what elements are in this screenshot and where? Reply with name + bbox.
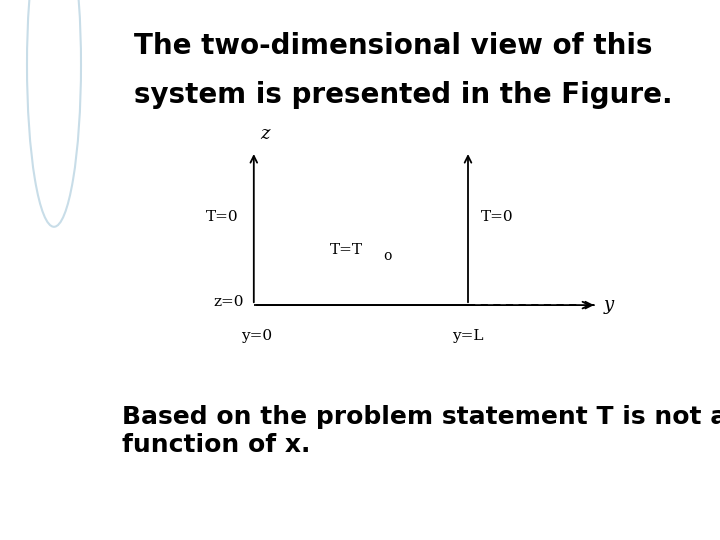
Text: o: o bbox=[383, 249, 392, 263]
Text: system is presented in the Figure.: system is presented in the Figure. bbox=[134, 81, 672, 109]
Text: Based on the problem statement T is not a
function of x.: Based on the problem statement T is not … bbox=[122, 405, 720, 457]
Text: z: z bbox=[260, 125, 269, 143]
Text: y: y bbox=[603, 296, 613, 314]
Text: y=L: y=L bbox=[452, 329, 484, 343]
Text: T=0: T=0 bbox=[481, 211, 513, 224]
Text: The two-dimensional view of this: The two-dimensional view of this bbox=[134, 32, 652, 60]
Text: y=0: y=0 bbox=[241, 329, 272, 343]
Text: T=0: T=0 bbox=[205, 211, 238, 224]
Text: T=T: T=T bbox=[329, 243, 362, 256]
Text: z=0: z=0 bbox=[214, 295, 244, 309]
